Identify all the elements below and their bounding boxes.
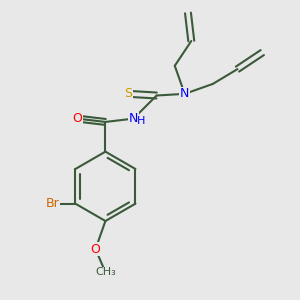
Text: O: O [72, 112, 82, 125]
Text: H: H [136, 116, 145, 126]
Text: N: N [180, 87, 189, 101]
Text: CH₃: CH₃ [95, 267, 116, 277]
Text: N: N [129, 112, 138, 125]
Text: Br: Br [45, 197, 59, 210]
Text: S: S [124, 87, 133, 101]
Text: O: O [91, 243, 100, 256]
